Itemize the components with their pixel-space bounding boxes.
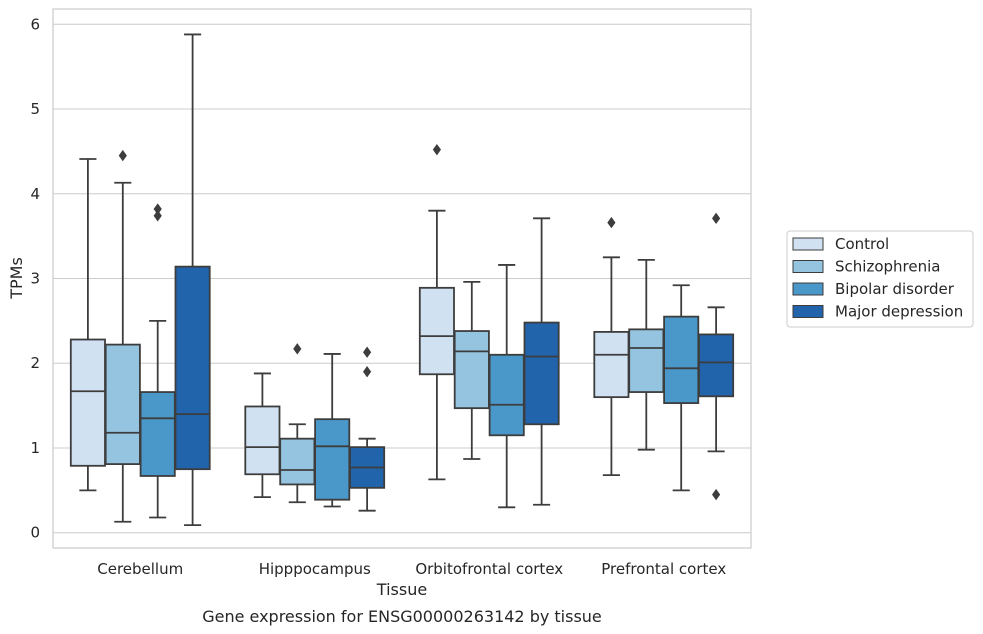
x-tick-label-1: Hipppocampus — [259, 560, 371, 578]
box-3-3 — [698, 212, 735, 501]
x-tick-label-3: Prefrontal cortex — [601, 560, 726, 578]
box-1-0 — [244, 372, 281, 499]
outlier-0 — [363, 366, 372, 378]
box-iqr — [104, 343, 141, 465]
y-tick-label-3: 3 — [30, 270, 40, 288]
y-tick-label-2: 2 — [30, 354, 40, 372]
outlier-0 — [153, 210, 162, 222]
box-1-3 — [349, 346, 386, 512]
x-axis-label: Tissue — [376, 580, 427, 599]
legend-swatch-3 — [792, 305, 824, 318]
box-1-1 — [279, 343, 316, 504]
box-iqr — [174, 265, 211, 471]
legend: Control Schizophrenia Bipolar disorder Majo… — [786, 230, 974, 328]
y-tick-label-6: 6 — [30, 15, 40, 33]
y-axis-label: TPMs — [7, 257, 26, 300]
box-iqr — [698, 333, 735, 398]
box-iqr — [244, 405, 281, 476]
legend-label-0: Control — [835, 235, 889, 253]
outlier-0 — [607, 216, 616, 229]
y-tick-label-4: 4 — [30, 185, 40, 203]
box-iqr — [139, 391, 176, 477]
outlier-1 — [363, 346, 372, 358]
box-3-1 — [628, 258, 665, 451]
box-1-2 — [314, 353, 351, 508]
legend-label-2: Bipolar disorder — [835, 280, 955, 298]
plot-frame — [52, 8, 752, 549]
box-iqr — [488, 353, 525, 437]
x-axis: Cerebellum Hipppocampus Orbitofrontal cort… — [97, 560, 726, 578]
outlier-1 — [153, 203, 162, 215]
box-iqr — [279, 437, 316, 486]
box-iqr — [593, 330, 630, 399]
box-3-2 — [663, 284, 700, 492]
box-2-0 — [418, 143, 455, 481]
outlier-0 — [293, 343, 302, 355]
box-iqr — [453, 330, 490, 410]
box-iqr — [314, 418, 351, 501]
x-tick-label-2: Orbitofrontal cortex — [415, 560, 563, 578]
y-axis: 0 1 2 3 4 5 6 — [30, 15, 40, 541]
legend-frame — [786, 230, 974, 328]
outlier-1 — [712, 212, 721, 225]
box-iqr — [69, 338, 106, 467]
legend-label-1: Schizophrenia — [835, 258, 940, 276]
legend-swatch-2 — [792, 282, 824, 296]
box-iqr — [523, 321, 560, 426]
box-0-0 — [69, 158, 106, 492]
box-2-1 — [453, 280, 490, 460]
outlier-0 — [118, 149, 127, 162]
x-tick-label-0: Cerebellum — [97, 560, 183, 578]
box-2-3 — [523, 217, 560, 506]
y-tick-label-5: 5 — [30, 100, 40, 118]
box-0-3 — [174, 33, 211, 527]
y-tick-label-1: 1 — [30, 439, 40, 457]
outlier-0 — [432, 143, 441, 156]
outlier-0 — [712, 488, 721, 501]
chart-caption: Gene expression for ENSG00000263142 by t… — [202, 607, 602, 626]
legend-label-3: Major depression — [835, 303, 963, 321]
y-tick-label-0: 0 — [30, 524, 40, 542]
box-2-2 — [488, 264, 525, 509]
box-3-0 — [593, 216, 630, 477]
legend-swatch-0 — [792, 237, 824, 251]
box-groups — [69, 33, 735, 527]
box-iqr — [418, 286, 455, 376]
box-0-1 — [104, 149, 141, 523]
box-0-2 — [139, 203, 176, 519]
box-iqr — [628, 328, 665, 393]
legend-swatch-1 — [792, 260, 824, 273]
box-iqr — [663, 315, 700, 404]
